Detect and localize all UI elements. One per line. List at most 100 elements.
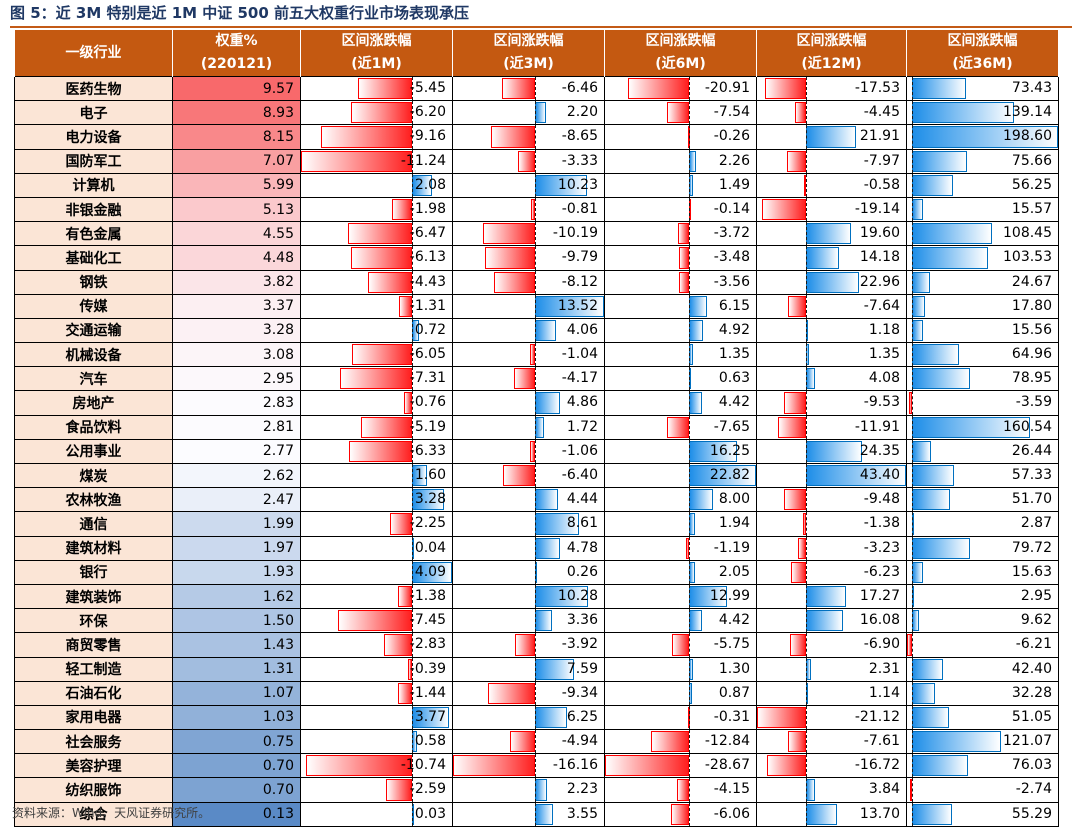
r3m-cell: 13.52 — [452, 293, 605, 319]
zero-axis-line — [535, 803, 537, 826]
table-row: 环保 1.50 -7.45 3.36 4.42 16.08 9.62 — [14, 608, 1059, 634]
r3m-data-bar — [535, 537, 560, 559]
r12m-cell: -7.64 — [756, 293, 907, 319]
r3m-data-bar — [535, 803, 554, 825]
r1m-cell: -6.13 — [300, 245, 453, 271]
r1m-data-bar — [349, 440, 412, 462]
r3m-value: 4.78 — [566, 539, 598, 556]
r36m-data-bar — [911, 247, 988, 269]
table-row: 煤炭 2.62 1.60 -6.40 22.82 43.40 57.33 — [14, 462, 1059, 489]
r1m-data-bar — [358, 78, 412, 100]
table-row: 汽车 2.95 -7.31 -4.17 0.63 4.08 78.95 — [14, 366, 1059, 392]
r12m-data-bar — [805, 126, 857, 148]
table-row: 纺织服饰 0.70 -2.59 2.23 -4.15 3.84 -2.74 — [14, 777, 1059, 803]
r1m-value: 4.09 — [414, 563, 446, 580]
r3m-value: 2.20 — [566, 104, 598, 121]
r36m-cell: 79.72 — [906, 535, 1059, 561]
r1m-data-bar — [350, 102, 412, 124]
r3m-data-bar — [487, 682, 536, 704]
r6m-data-bar — [666, 102, 690, 124]
zero-axis-line — [535, 609, 537, 632]
r1m-value: 0.72 — [414, 321, 446, 338]
r36m-data-bar — [911, 198, 924, 221]
zero-axis-line — [805, 319, 807, 342]
r1m-data-bar — [392, 198, 412, 221]
r36m-cell: 15.56 — [906, 317, 1059, 344]
r36m-cell: 51.70 — [906, 487, 1059, 513]
r36m-cell: 9.62 — [906, 608, 1059, 634]
zero-axis-line — [911, 730, 913, 753]
r1m-value: 3.28 — [414, 491, 446, 508]
r36m-cell: 51.05 — [906, 704, 1059, 731]
r1m-cell: -2.83 — [300, 632, 453, 658]
r36m-value: 78.95 — [1011, 370, 1052, 387]
zero-axis-line — [411, 464, 413, 487]
r1m-cell: -5.45 — [300, 75, 453, 102]
r12m-cell: -6.90 — [756, 632, 907, 658]
zero-axis-line — [411, 585, 413, 608]
r12m-data-bar — [788, 731, 806, 753]
r1m-value: -6.05 — [409, 346, 446, 363]
r3m-cell: -3.33 — [452, 148, 605, 174]
zero-axis-line — [689, 803, 691, 826]
header-industry: 一级行业 — [14, 30, 173, 77]
zero-axis-line — [411, 101, 413, 124]
r1m-data-bar — [321, 126, 412, 148]
r6m-cell: 1.35 — [604, 342, 757, 368]
r1m-cell: 0.58 — [300, 729, 453, 755]
r36m-value: 64.96 — [1011, 346, 1052, 363]
r36m-value: 121.07 — [1003, 733, 1052, 750]
weight-cell: 8.93 — [172, 100, 301, 126]
r1m-value: -6.20 — [409, 104, 446, 121]
zero-axis-line — [805, 125, 807, 149]
zero-axis-line — [411, 367, 413, 390]
r6m-value: -28.67 — [704, 757, 750, 774]
r12m-value: -19.14 — [854, 200, 900, 217]
r3m-data-bar — [515, 634, 536, 656]
r1m-cell: -1.44 — [300, 680, 453, 706]
industry-cell: 交通运输 — [14, 317, 173, 344]
r3m-value: -16.16 — [552, 757, 598, 774]
zero-axis-line — [689, 343, 691, 366]
r12m-cell: -17.53 — [756, 75, 907, 102]
zero-axis-line — [689, 585, 691, 608]
zero-axis-line — [411, 633, 413, 656]
zero-axis-line — [535, 537, 537, 560]
r12m-cell: -0.58 — [756, 172, 907, 198]
weight-cell: 5.13 — [172, 196, 301, 223]
r3m-value: -8.12 — [561, 273, 598, 290]
r36m-data-bar — [907, 634, 912, 656]
weight-cell: 7.07 — [172, 148, 301, 174]
zero-axis-line — [911, 633, 913, 656]
r6m-value: 22.82 — [709, 467, 750, 483]
r6m-data-bar — [671, 803, 690, 825]
table-row: 钢铁 3.82 -4.43 -8.12 -3.56 22.96 24.67 — [14, 269, 1059, 295]
r36m-value: 198.60 — [1003, 128, 1052, 145]
r6m-cell: 4.42 — [604, 608, 757, 634]
r12m-value: -9.48 — [863, 491, 900, 508]
r3m-cell: 4.86 — [452, 390, 605, 416]
table-row: 食品饮料 2.81 -5.19 1.72 -7.65 -11.91 160.54 — [14, 414, 1059, 440]
zero-axis-line — [911, 803, 913, 826]
r6m-cell: -6.06 — [604, 801, 757, 827]
r3m-data-bar — [518, 150, 536, 172]
r3m-value: 4.06 — [566, 321, 598, 338]
r36m-value: 15.56 — [1011, 321, 1052, 338]
r12m-data-bar — [765, 78, 806, 100]
r3m-cell: -4.94 — [452, 729, 605, 755]
r36m-value: 2.87 — [1020, 515, 1052, 532]
r1m-value: -6.47 — [409, 225, 446, 242]
r1m-value: 0.04 — [414, 539, 446, 556]
r1m-cell: 0.03 — [300, 801, 453, 827]
r12m-value: 13.70 — [859, 805, 900, 822]
table-row: 家用电器 1.03 3.77 6.25 -0.31 -21.12 51.05 — [14, 704, 1059, 731]
r12m-value: -16.72 — [854, 757, 900, 774]
r1m-cell: -9.16 — [300, 124, 453, 150]
r6m-value: 16.25 — [709, 442, 750, 459]
r36m-value: 17.80 — [1011, 297, 1052, 314]
zero-axis-line — [535, 682, 537, 705]
table-row: 建筑材料 1.97 0.04 4.78 -1.19 -3.23 79.72 — [14, 535, 1059, 561]
r6m-cell: -3.72 — [604, 221, 757, 247]
header-weight-date: (220121) — [172, 53, 301, 77]
r6m-data-bar — [678, 247, 690, 269]
